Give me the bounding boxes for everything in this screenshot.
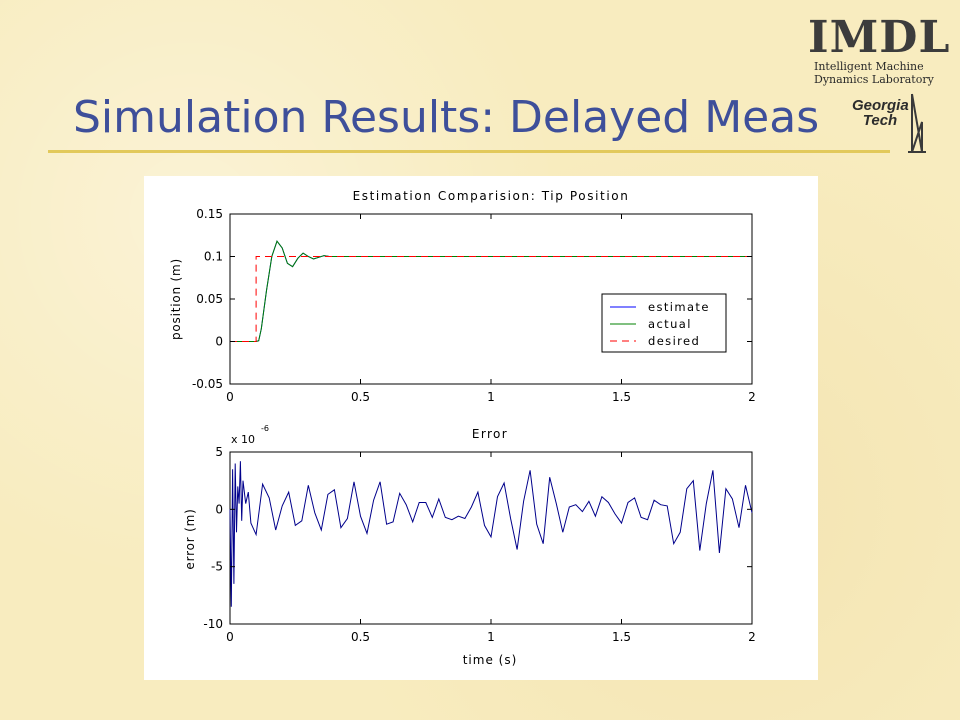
x-tick-label: 0.5 [351, 630, 370, 644]
y-tick-label: 0 [215, 335, 223, 349]
bottom-chart-multiplier-exponent: -6 [261, 424, 269, 433]
figure-svg: Estimation Comparision: Tip Position 0 0.… [169, 189, 756, 667]
y-tick-label: -0.05 [192, 377, 223, 391]
y-tick-label: -5 [211, 560, 223, 574]
x-tick-label: 2 [748, 630, 756, 644]
x-tick-label: 1.5 [612, 390, 631, 404]
legend-label-desired: desired [648, 334, 700, 348]
y-tick-label: 0.15 [196, 207, 223, 221]
series-line-actual [230, 240, 752, 342]
imdl-logo-text: IMDL [808, 12, 951, 63]
bottom-chart-xlabel: time (s) [463, 653, 518, 667]
bottom-chart-plot: 0 0.5 1 1.5 2 -10 -5 0 5 [203, 445, 755, 644]
legend-label-actual: actual [648, 317, 692, 331]
top-chart-title: Estimation Comparision: Tip Position [353, 189, 630, 203]
y-tick-label: -10 [203, 617, 223, 631]
legend-label-estimate: estimate [648, 300, 710, 314]
gt-logo-line2: Tech [862, 112, 898, 129]
top-chart-legend: estimate actual desired [601, 293, 727, 353]
top-chart-ylabel: position (m) [169, 258, 183, 340]
x-tick-label: 0 [226, 630, 234, 644]
x-tick-label: 0 [226, 390, 234, 404]
title-divider [48, 150, 890, 153]
x-tick-label: 2 [748, 390, 756, 404]
series-line-desired [230, 256, 752, 342]
plot-frame [229, 451, 753, 625]
bottom-chart-ylabel: error (m) [183, 508, 197, 569]
slide-title: Simulation Results: Delayed Meas [73, 92, 820, 143]
figure-panel: Estimation Comparision: Tip Position 0 0.… [144, 176, 818, 680]
x-tick-label: 1 [487, 630, 495, 644]
bottom-chart-title: Error [472, 427, 508, 441]
imdl-logo-line2: Dynamics Laboratory [814, 73, 934, 86]
imdl-logo: IMDL Intelligent Machine Dynamics Labora… [808, 12, 951, 87]
imdl-logo-line1: Intelligent Machine [814, 60, 924, 73]
legend-box [601, 293, 727, 353]
x-tick-label: 0.5 [351, 390, 370, 404]
y-tick-label: 0.05 [196, 292, 223, 306]
georgia-tech-logo: Georgia Tech [852, 92, 932, 156]
series-line-error [229, 461, 753, 607]
x-tick-label: 1.5 [612, 630, 631, 644]
y-tick-label: 0 [215, 502, 223, 516]
gt-logo-line1: Georgia [852, 97, 909, 114]
y-tick-label: 5 [215, 445, 223, 459]
x-tick-label: 1 [487, 390, 495, 404]
y-tick-label: 0.1 [204, 250, 223, 264]
bottom-chart-multiplier: x 10 [231, 433, 255, 446]
gt-tower-icon [908, 93, 926, 153]
